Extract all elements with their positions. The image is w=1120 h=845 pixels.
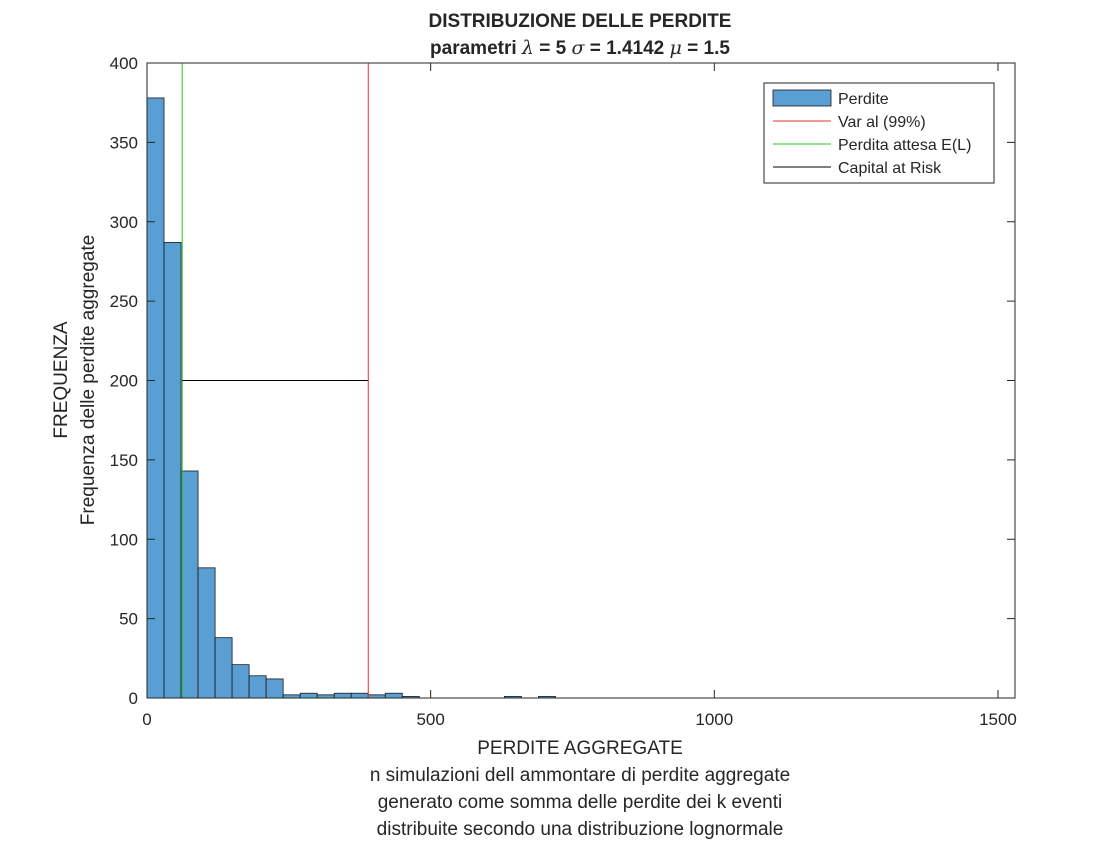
- x-axis-label-line: distribuite secondo una distribuzione lo…: [377, 819, 784, 840]
- x-tick-label: 0: [142, 710, 151, 729]
- reference-lines: [181, 63, 369, 698]
- x-tick-label: 1500: [979, 710, 1017, 729]
- legend-entry-label: Capital at Risk: [838, 160, 942, 177]
- y-axis-ticks: 0 50 100 150 200 250 300 350 400: [110, 54, 1015, 708]
- subtitle-part: parametri: [430, 38, 522, 59]
- y-tick-label: 300: [110, 213, 138, 232]
- legend-entry-label: Perdite: [838, 91, 889, 108]
- histogram-bar: [231, 664, 250, 699]
- legend-entry-label: Perdita attesa E(L): [838, 137, 971, 154]
- y-tick-label: 0: [129, 689, 138, 708]
- y-tick-label: 250: [110, 292, 138, 311]
- subtitle-part: λ: [521, 37, 534, 59]
- y-axis-label-line: FREQUENZA: [51, 321, 72, 439]
- histogram-bar: [248, 675, 267, 699]
- histogram-bar: [299, 692, 318, 699]
- histogram-bar: [146, 97, 165, 699]
- subtitle-part: = 5: [534, 38, 572, 59]
- histogram-bar: [350, 692, 369, 699]
- x-axis-label-line: PERDITE AGGREGATE: [477, 738, 683, 759]
- legend-swatch: [772, 89, 832, 107]
- histogram-bar: [214, 637, 233, 699]
- chart-subtitle: parametri λ = 5 σ = 1.4142 μ = 1.5: [430, 37, 730, 59]
- x-axis-ticks: 0 500 1000 1500: [142, 63, 1017, 729]
- subtitle-part: = 1.5: [682, 38, 730, 59]
- y-axis-label-line: Frequenza delle perdite aggregate: [78, 235, 99, 525]
- subtitle-part: = 1.4142: [584, 38, 669, 59]
- y-tick-label: 200: [110, 372, 138, 391]
- subtitle-part: μ: [670, 37, 682, 59]
- histogram-bar: [180, 470, 199, 699]
- y-tick-label: 50: [119, 610, 138, 629]
- x-axis-label-line: n simulazioni dell ammontare di perdite …: [370, 765, 790, 786]
- x-axis-label-line: generato come somma delle perdite dei k …: [378, 792, 783, 813]
- histogram-bar: [197, 567, 216, 699]
- x-tick-label: 500: [416, 710, 444, 729]
- legend: Perdite Var al (99%) Perdita attesa E(L) Ca…: [763, 82, 995, 184]
- y-tick-label: 350: [110, 133, 138, 152]
- histogram-bar: [163, 241, 182, 699]
- y-tick-label: 150: [110, 451, 138, 470]
- histogram-bar: [333, 692, 352, 699]
- legend-entry-label: Var al (99%): [838, 114, 926, 131]
- y-axis-label: FREQUENZA Frequenza delle perdite aggrega…: [51, 235, 99, 525]
- x-tick-label: 1000: [695, 710, 733, 729]
- subtitle-part: σ: [571, 37, 585, 59]
- chart-title: DISTRIBUZIONE DELLE PERDITE: [429, 11, 732, 32]
- histogram-bar: [384, 692, 403, 699]
- histogram-bar: [265, 678, 284, 699]
- y-tick-label: 100: [110, 530, 138, 549]
- x-axis-label: PERDITE AGGREGATE n simulazioni dell ammo…: [370, 738, 790, 840]
- y-tick-label: 400: [110, 54, 138, 73]
- histogram-bars: [146, 97, 556, 699]
